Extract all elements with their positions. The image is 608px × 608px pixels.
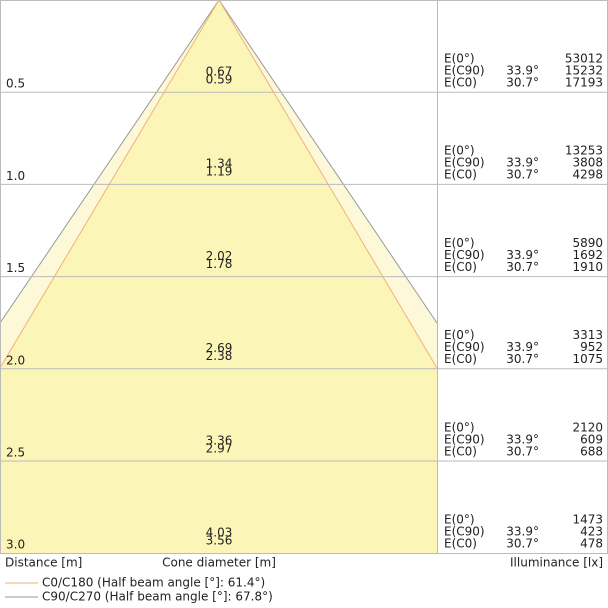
illuminance-angle: 33.9° — [506, 525, 539, 539]
cone-diameter: 1.78 — [206, 257, 233, 271]
illuminance-value: 952 — [580, 340, 603, 354]
illuminance-label: E(C0) — [444, 168, 477, 182]
illuminance-value: 688 — [580, 444, 603, 458]
illuminance-label: E(C90) — [444, 64, 485, 78]
distance-label: 2.5 — [6, 446, 25, 460]
illuminance-label: E(C0) — [444, 537, 477, 551]
cone-diameter: 2.38 — [206, 349, 233, 363]
cone-diameter: 2.02 — [206, 249, 233, 263]
illuminance-label: E(C0) — [444, 76, 477, 90]
illuminance-value: 13253 — [565, 144, 603, 158]
illuminance-label: E(C0) — [444, 260, 477, 274]
illuminance-label: E(C90) — [444, 525, 485, 539]
illuminance-value: 609 — [580, 432, 603, 446]
cone-diameter: 3.56 — [206, 534, 233, 548]
illuminance-value: 1692 — [572, 248, 603, 262]
distance-label: 1.0 — [6, 169, 25, 183]
illuminance-angle: 33.9° — [506, 432, 539, 446]
cone-diameter: 1.19 — [206, 165, 233, 179]
illuminance-angle: 30.7° — [506, 444, 539, 458]
cone-c0-edge — [0, 0, 438, 369]
cone-diameter: 2.97 — [206, 441, 233, 455]
illuminance-angle: 30.7° — [506, 168, 539, 182]
illuminance-value: 3808 — [572, 156, 603, 170]
illuminance-label: E(C90) — [444, 340, 485, 354]
illuminance-label: E(0°) — [444, 236, 475, 250]
cone-diameter: 3.36 — [206, 433, 233, 447]
illuminance-angle: 33.9° — [506, 248, 539, 262]
cone-diameter: 0.59 — [206, 73, 233, 87]
illuminance-value: 17193 — [565, 76, 603, 90]
illuminance-angle: 30.7° — [506, 76, 539, 90]
distance-label: 2.0 — [6, 353, 25, 367]
illuminance-value: 423 — [580, 525, 603, 539]
cone-diameter: 4.03 — [206, 526, 233, 540]
illuminance-angle: 33.9° — [506, 64, 539, 78]
footer-illuminance: Illuminance [lx] — [510, 556, 603, 570]
illuminance-value: 3313 — [572, 328, 603, 342]
illuminance-angle: 30.7° — [506, 537, 539, 551]
illuminance-angle: 30.7° — [506, 260, 539, 274]
illuminance-label: E(C90) — [444, 156, 485, 170]
illuminance-label: E(C90) — [444, 248, 485, 262]
illuminance-value: 1075 — [572, 352, 603, 366]
illuminance-label: E(C90) — [444, 432, 485, 446]
cone-diameter: 0.67 — [206, 65, 233, 79]
illuminance-value: 53012 — [565, 52, 603, 66]
illuminance-label: E(0°) — [444, 52, 475, 66]
distance-label: 0.5 — [6, 77, 25, 91]
legend-label: C90/C270 (Half beam angle [°]: 67.8°) — [42, 590, 273, 604]
cone-diameter: 2.69 — [206, 341, 233, 355]
illuminance-value: 1473 — [572, 513, 603, 527]
distance-label: 3.0 — [6, 538, 25, 552]
illuminance-label: E(C0) — [444, 352, 477, 366]
distance-label: 1.5 — [6, 261, 25, 275]
footer-diameter: Cone diameter [m] — [162, 556, 276, 570]
illuminance-value: 2120 — [572, 420, 603, 434]
illuminance-value: 478 — [580, 537, 603, 551]
illuminance-angle: 30.7° — [506, 352, 539, 366]
legend-label: C0/C180 (Half beam angle [°]: 61.4°) — [42, 576, 265, 590]
illuminance-value: 15232 — [565, 64, 603, 78]
illuminance-angle: 33.9° — [506, 156, 539, 170]
cone-c90-edge — [0, 0, 438, 324]
illuminance-label: E(0°) — [444, 420, 475, 434]
illuminance-angle: 33.9° — [506, 340, 539, 354]
illuminance-label: E(0°) — [444, 328, 475, 342]
cone-diameter: 1.34 — [206, 157, 233, 171]
illuminance-label: E(0°) — [444, 513, 475, 527]
illuminance-value: 1910 — [572, 260, 603, 274]
illuminance-label: E(0°) — [444, 144, 475, 158]
footer-distance: Distance [m] — [5, 556, 82, 570]
illuminance-value: 4298 — [572, 168, 603, 182]
illuminance-value: 5890 — [572, 236, 603, 250]
illuminance-label: E(C0) — [444, 444, 477, 458]
